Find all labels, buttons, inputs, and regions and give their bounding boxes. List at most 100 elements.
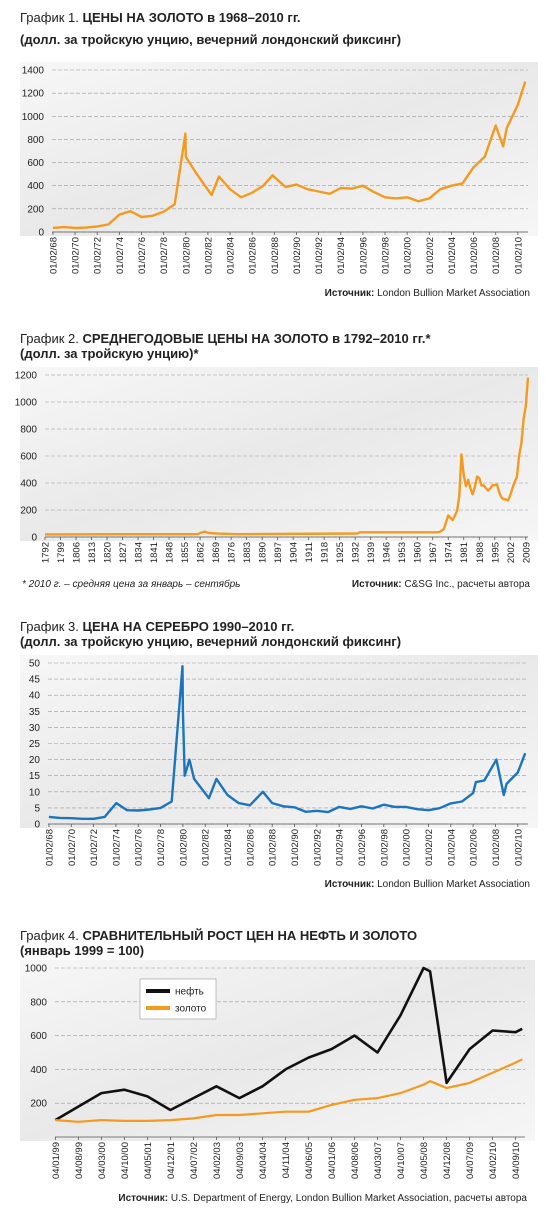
title-prefix: График 2. <box>20 331 79 346</box>
source-text: London Bullion Market Association <box>377 288 530 299</box>
x-tick-label: 01/02/02 <box>425 237 436 274</box>
x-tick-label: 1918 <box>320 542 331 563</box>
x-tick-label: 04/03/00 <box>97 1142 108 1179</box>
chart-subtitle: (долл. за тройскую унцию, вечерний лондо… <box>20 634 401 649</box>
y-tick-label: 200 <box>30 1099 47 1110</box>
x-tick-label: 1820 <box>103 542 114 563</box>
title-text: ЦЕНЫ НА ЗОЛОТО в 1968–2010 гг. <box>83 10 301 25</box>
chart-title: График 2. СРЕДНЕГОДОВЫЕ ЦЕНЫ НА ЗОЛОТО в… <box>20 331 432 346</box>
x-tick-label: 01/02/02 <box>424 829 435 866</box>
title-text: ЦЕНА НА СЕРЕБРО 1990–2010 гг. <box>83 619 295 634</box>
x-tick-label: 1848 <box>165 542 176 563</box>
source: Источник: London Bullion Market Associat… <box>325 879 530 890</box>
x-tick-label: 01/02/76 <box>137 237 148 274</box>
x-tick-label: 1799 <box>56 542 67 563</box>
x-tick-label: 1939 <box>366 542 377 563</box>
x-tick-label: 1974 <box>444 542 455 563</box>
plot-background <box>20 960 535 1141</box>
x-tick-label: 1981 <box>459 542 470 563</box>
x-tick-label: 01/02/10 <box>513 237 524 274</box>
source-text: London Bullion Market Association <box>377 879 530 890</box>
x-tick-label: 01/02/98 <box>381 237 392 274</box>
x-tick-label: 1827 <box>118 542 129 563</box>
y-tick-label: 15 <box>29 771 41 782</box>
x-tick-label: 01/02/00 <box>403 237 414 274</box>
x-tick-label: 01/02/08 <box>491 237 502 274</box>
x-tick-label: 01/02/82 <box>203 237 214 274</box>
chart-title: График 4. СРАВНИТЕЛЬНЫЙ РОСТ ЦЕН НА НЕФТ… <box>20 928 417 943</box>
x-tick-label: 1946 <box>382 542 393 563</box>
x-tick-label: 01/02/70 <box>71 237 82 274</box>
x-tick-label: 1890 <box>258 542 269 563</box>
plot-background <box>20 367 538 541</box>
x-tick-label: 01/02/76 <box>134 829 145 866</box>
x-tick-label: 01/02/78 <box>159 237 170 274</box>
x-tick-label: 01/02/10 <box>513 829 524 866</box>
x-tick-label: 01/02/88 <box>270 237 281 274</box>
footnote: * 2010 г. – средняя цена за январь – сен… <box>22 578 240 590</box>
y-tick-label: 5 <box>34 803 40 814</box>
x-tick-label: 01/02/78 <box>156 829 167 866</box>
y-tick-label: 800 <box>20 425 37 436</box>
x-tick-label: 04/01/06 <box>327 1142 338 1179</box>
x-tick-label: 1806 <box>72 542 83 563</box>
x-tick-label: 1988 <box>475 542 486 563</box>
title-text: СРЕДНЕГОДОВЫЕ ЦЕНЫ НА ЗОЛОТО в 1792–2010… <box>83 331 432 346</box>
x-tick-label: 1876 <box>227 542 238 563</box>
source: Источник: London Bullion Market Associat… <box>325 288 530 299</box>
x-tick-label: 1813 <box>87 542 98 563</box>
x-tick-label: 04/08/99 <box>74 1142 85 1179</box>
source-text: U.S. Department of Energy, London Bullio… <box>171 1193 528 1204</box>
x-tick-label: 01/02/04 <box>446 829 457 866</box>
x-tick-label: 04/03/07 <box>373 1142 384 1179</box>
y-tick-label: 600 <box>27 158 44 169</box>
chart-subtitle: (долл. за тройскую унцию, вечерний лондо… <box>20 32 401 47</box>
y-tick-label: 35 <box>29 707 41 718</box>
y-tick-label: 400 <box>27 181 44 192</box>
y-tick-label: 0 <box>31 533 37 544</box>
x-tick-label: 04/07/09 <box>465 1142 476 1179</box>
x-tick-label: 01/02/80 <box>178 829 189 866</box>
chart-subtitle: (январь 1999 = 100) <box>20 943 144 958</box>
x-tick-label: 04/12/01 <box>166 1142 177 1179</box>
x-tick-label: 1995 <box>490 542 501 563</box>
y-tick-label: 20 <box>29 755 41 766</box>
x-tick-label: 01/02/04 <box>447 237 458 274</box>
x-tick-label: 04/10/00 <box>120 1142 131 1179</box>
x-tick-label: 01/02/88 <box>268 829 279 866</box>
data-line <box>48 665 527 820</box>
y-tick-label: 0 <box>38 228 44 239</box>
x-tick-label: 01/02/86 <box>245 829 256 866</box>
y-tick-label: 45 <box>29 675 41 686</box>
x-tick-label: 1855 <box>180 542 191 563</box>
chart-subtitle: (долл. за тройскую унцию)* <box>20 346 199 361</box>
x-tick-label: 04/11/04 <box>281 1142 292 1178</box>
y-tick-label: 1200 <box>22 89 45 100</box>
x-tick-label: 04/10/07 <box>396 1142 407 1179</box>
x-tick-label: 2009 <box>521 542 532 563</box>
source: Источник: U.S. Department of Energy, Lon… <box>118 1193 527 1204</box>
x-tick-label: 1904 <box>289 542 300 563</box>
y-tick-label: 10 <box>29 787 41 798</box>
y-tick-label: 1200 <box>15 371 38 382</box>
x-tick-label: 01/02/84 <box>226 237 237 274</box>
y-tick-label: 50 <box>29 659 41 670</box>
y-tick-label: 400 <box>30 1065 47 1076</box>
x-tick-label: 04/02/03 <box>212 1142 223 1179</box>
x-tick-label: 01/02/90 <box>292 237 303 274</box>
x-tick-label: 04/05/08 <box>419 1142 430 1179</box>
title-prefix: График 3. <box>20 619 79 634</box>
y-tick-label: 200 <box>20 506 37 517</box>
legend-box <box>139 978 217 1020</box>
legend-label: золото <box>175 1004 207 1015</box>
x-tick-label: 1869 <box>211 542 222 563</box>
x-tick-label: 04/07/02 <box>189 1142 200 1179</box>
y-tick-label: 1000 <box>15 398 38 409</box>
x-tick-label: 01/02/92 <box>312 829 323 866</box>
x-tick-label: 1911 <box>304 542 315 562</box>
x-tick-label: 01/02/00 <box>402 829 413 866</box>
x-tick-label: 04/04/04 <box>258 1142 269 1179</box>
x-tick-label: 1925 <box>335 542 346 563</box>
y-tick-label: 400 <box>20 479 37 490</box>
title-text: СРАВНИТЕЛЬНЫЙ РОСТ ЦЕН НА НЕФТЬ И ЗОЛОТО <box>83 928 418 943</box>
